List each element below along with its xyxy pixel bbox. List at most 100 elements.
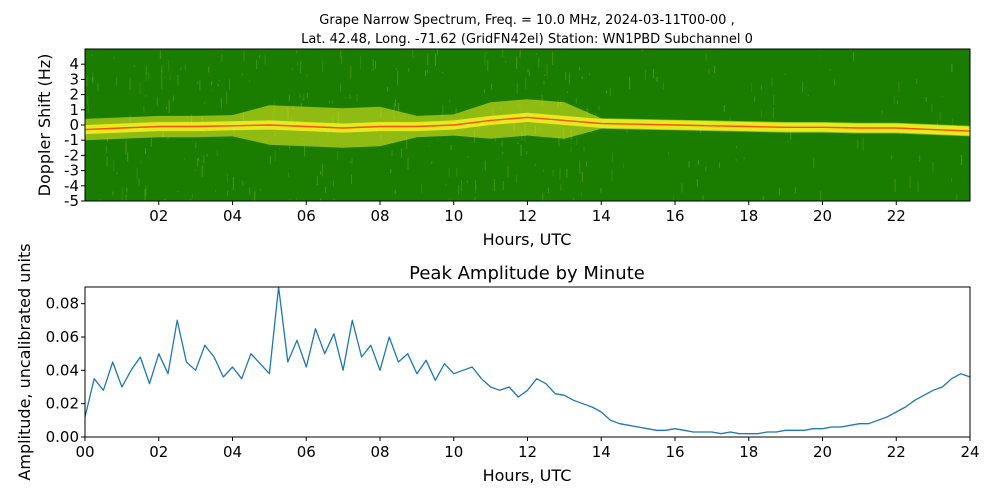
- spectrogram-noise-speck: [203, 155, 205, 163]
- spectrogram-noise-speck: [421, 184, 423, 193]
- spectrogram-noise-speck: [212, 89, 214, 91]
- spectrogram-noise-speck: [218, 80, 220, 82]
- spectrogram-noise-speck: [372, 58, 374, 71]
- spectrogram-noise-speck: [136, 168, 138, 180]
- spectrogram-noise-speck: [148, 72, 149, 80]
- spectrogram-noise-speck: [428, 145, 430, 147]
- spectrogram-title-line2: Lat. 42.48, Long. -71.62 (GridFN42el) St…: [301, 32, 753, 47]
- spectrogram-noise-speck: [412, 50, 414, 58]
- spectrogram-noise-speck: [145, 66, 147, 75]
- spectrogram-noise-speck: [408, 67, 410, 73]
- spectrogram-noise-speck: [493, 179, 495, 191]
- spectrogram-noise-speck: [243, 51, 245, 62]
- spectrogram-noise-speck: [217, 83, 219, 87]
- spectrogram-noise-speck: [542, 192, 544, 201]
- spectrogram-noise-speck: [552, 169, 554, 177]
- spectrogram-x-tick-label: 22: [887, 207, 906, 225]
- spectrogram-noise-speck: [813, 157, 815, 168]
- spectrogram-noise-speck: [723, 105, 725, 112]
- spectrogram-noise-speck: [708, 68, 710, 74]
- spectrogram-x-tick-label: 20: [813, 207, 832, 225]
- spectrogram-noise-speck: [173, 95, 174, 102]
- spectrogram-noise-speck: [622, 163, 624, 169]
- spectrogram-noise-speck: [161, 65, 163, 73]
- spectrogram-noise-speck: [568, 75, 570, 85]
- spectrogram-noise-speck: [91, 76, 93, 82]
- spectrogram-noise-speck: [771, 76, 773, 88]
- spectrogram-noise-speck: [802, 81, 804, 93]
- spectrogram-noise-speck: [264, 53, 266, 65]
- spectrogram-noise-speck: [484, 51, 486, 65]
- spectrogram-noise-speck: [307, 93, 308, 99]
- spectrogram-noise-speck: [760, 85, 762, 90]
- spectrogram-noise-speck: [161, 69, 163, 80]
- amplitude-y-tick-label: 0.02: [46, 395, 79, 413]
- spectrogram-noise-speck: [87, 105, 89, 113]
- spectrogram-noise-speck: [296, 197, 298, 201]
- spectrogram-noise-speck: [351, 158, 353, 165]
- spectrogram-noise-speck: [425, 70, 427, 76]
- spectrogram-noise-speck: [145, 148, 146, 154]
- spectrogram-noise-speck: [289, 199, 291, 201]
- spectrogram-noise-speck: [705, 54, 707, 61]
- spectrogram-noise-speck: [320, 171, 321, 175]
- spectrogram-noise-speck: [197, 158, 199, 167]
- spectrogram-noise-speck: [116, 77, 118, 86]
- spectrogram-noise-speck: [790, 130, 792, 140]
- spectrogram-noise-speck: [394, 99, 396, 107]
- spectrogram-noise-speck: [269, 156, 271, 164]
- spectrogram-signal-core: [85, 112, 970, 136]
- spectrogram-noise-speck: [543, 168, 545, 173]
- spectrogram-x-tick-label: 18: [739, 207, 758, 225]
- amplitude-title: Peak Amplitude by Minute: [409, 263, 645, 284]
- spectrogram-noise-speck: [226, 91, 228, 104]
- spectrogram-noise-speck: [581, 172, 583, 183]
- spectrogram-noise-speck: [502, 49, 504, 57]
- spectrogram-noise-speck: [484, 160, 486, 171]
- spectrogram-noise-speck: [299, 93, 301, 98]
- amplitude-line: [85, 287, 970, 435]
- spectrogram-noise-speck: [206, 154, 208, 157]
- spectrogram-noise-speck: [242, 180, 244, 186]
- amplitude-x-tick-label: 00: [75, 443, 94, 461]
- spectrogram-noise-speck: [461, 180, 462, 192]
- spectrogram-noise-speck: [581, 192, 583, 197]
- spectrogram-noise-speck: [505, 60, 507, 63]
- spectrogram-noise-speck: [941, 95, 943, 98]
- spectrogram-noise-speck: [397, 70, 399, 74]
- spectrogram-noise-speck: [534, 163, 536, 167]
- spectrogram-noise-speck: [125, 141, 127, 155]
- spectrogram-noise-speck: [898, 81, 900, 92]
- spectrogram-noise-speck: [427, 53, 429, 66]
- spectrogram-noise-speck: [516, 83, 518, 94]
- spectrogram-noise-speck: [807, 94, 809, 97]
- spectrogram-noise-speck: [820, 54, 821, 57]
- spectrogram-y-tick-label: 4: [69, 55, 79, 73]
- spectrogram-noise-speck: [521, 131, 523, 141]
- spectrogram-noise-speck: [442, 71, 443, 73]
- spectrogram-noise-speck: [610, 88, 611, 97]
- amplitude-x-tick-label: 02: [149, 443, 168, 461]
- spectrogram-peak-trace: [85, 116, 970, 132]
- spectrogram-noise-speck: [519, 51, 521, 59]
- spectrogram-noise-speck: [853, 52, 855, 62]
- spectrogram-noise-speck: [528, 69, 530, 76]
- spectrogram-noise-speck: [487, 60, 489, 72]
- spectrogram-noise-speck: [279, 148, 280, 150]
- amplitude-y-tick-label: 0.08: [46, 295, 79, 313]
- spectrogram-noise-speck: [668, 151, 670, 155]
- spectrogram-noise-speck: [190, 198, 191, 201]
- amplitude-y-label: Amplitude, uncalibrated units: [15, 243, 34, 480]
- spectrogram-y-tick-label: 1: [69, 101, 79, 119]
- spectrogram-noise-speck: [184, 157, 186, 160]
- amplitude-x-tick-label: 16: [665, 443, 684, 461]
- spectrogram-noise-speck: [161, 78, 163, 90]
- spectrogram-noise-speck: [195, 142, 197, 149]
- spectrogram-noise-speck: [544, 74, 546, 76]
- spectrogram-noise-speck: [254, 191, 256, 201]
- spectrogram-noise-speck: [507, 166, 509, 178]
- spectrogram-noise-speck: [121, 187, 123, 201]
- spectrogram-noise-speck: [401, 148, 402, 158]
- spectrogram-noise-speck: [229, 79, 230, 90]
- spectrogram-noise-speck: [345, 96, 347, 99]
